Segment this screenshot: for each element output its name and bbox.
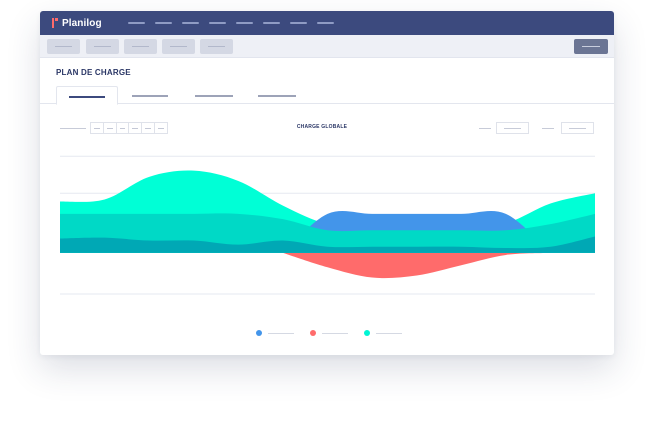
toolbar-button[interactable] xyxy=(200,39,233,54)
filter-label xyxy=(60,128,86,129)
stepper-segment[interactable] xyxy=(129,123,143,133)
toolbar xyxy=(40,35,614,58)
tab-2[interactable] xyxy=(120,86,180,104)
nav-links xyxy=(127,22,344,24)
stepper-segment[interactable] xyxy=(142,123,156,133)
legend-item[interactable] xyxy=(364,330,402,336)
field-label xyxy=(542,128,554,129)
nav-link[interactable] xyxy=(262,22,280,24)
nav-link[interactable] xyxy=(289,22,307,24)
tab-bar xyxy=(40,86,614,105)
toolbar-button[interactable] xyxy=(162,39,195,54)
legend-item[interactable] xyxy=(256,330,294,336)
stepper-segment[interactable] xyxy=(117,123,130,133)
brand-logo[interactable]: Planilog xyxy=(52,17,102,29)
nav-link[interactable] xyxy=(235,22,253,24)
legend-dot-icon xyxy=(256,330,262,336)
legend-dot-icon xyxy=(364,330,370,336)
nav-link[interactable] xyxy=(208,22,226,24)
nav-link[interactable] xyxy=(316,22,334,24)
legend-label xyxy=(268,332,294,334)
primary-action-button[interactable] xyxy=(574,39,608,54)
date-field-from[interactable] xyxy=(496,122,529,134)
chart-title: CHARGE GLOBALE xyxy=(296,124,348,130)
nav-link[interactable] xyxy=(154,22,172,24)
legend-label xyxy=(376,332,402,334)
toolbar-button[interactable] xyxy=(124,39,157,54)
toolbar-button[interactable] xyxy=(86,39,119,54)
legend-dot-icon xyxy=(310,330,316,336)
nav-link[interactable] xyxy=(127,22,145,24)
series-area-deficit xyxy=(282,252,551,279)
period-stepper[interactable] xyxy=(90,122,168,134)
series-area-base xyxy=(60,236,595,253)
stepper-segment[interactable] xyxy=(91,123,104,133)
nav-link[interactable] xyxy=(181,22,199,24)
chart-legend xyxy=(256,329,418,337)
tab-1[interactable] xyxy=(56,86,118,105)
page-title: PLAN DE CHARGE xyxy=(56,68,131,77)
app-window: Planilog PLAN DE CHARGE xyxy=(40,11,614,355)
legend-item[interactable] xyxy=(310,330,348,336)
brand-name: Planilog xyxy=(62,17,102,29)
field-label xyxy=(479,128,491,129)
toolbar-button[interactable] xyxy=(47,39,80,54)
tab-4[interactable] xyxy=(246,86,308,104)
stepper-segment[interactable] xyxy=(104,123,117,133)
top-navbar: Planilog xyxy=(40,11,614,35)
charge-area-chart xyxy=(60,155,595,295)
planilog-logo-icon xyxy=(52,17,59,29)
legend-label xyxy=(322,332,348,334)
stepper-segment[interactable] xyxy=(155,123,167,133)
tab-3[interactable] xyxy=(183,86,245,104)
date-field-to[interactable] xyxy=(561,122,594,134)
